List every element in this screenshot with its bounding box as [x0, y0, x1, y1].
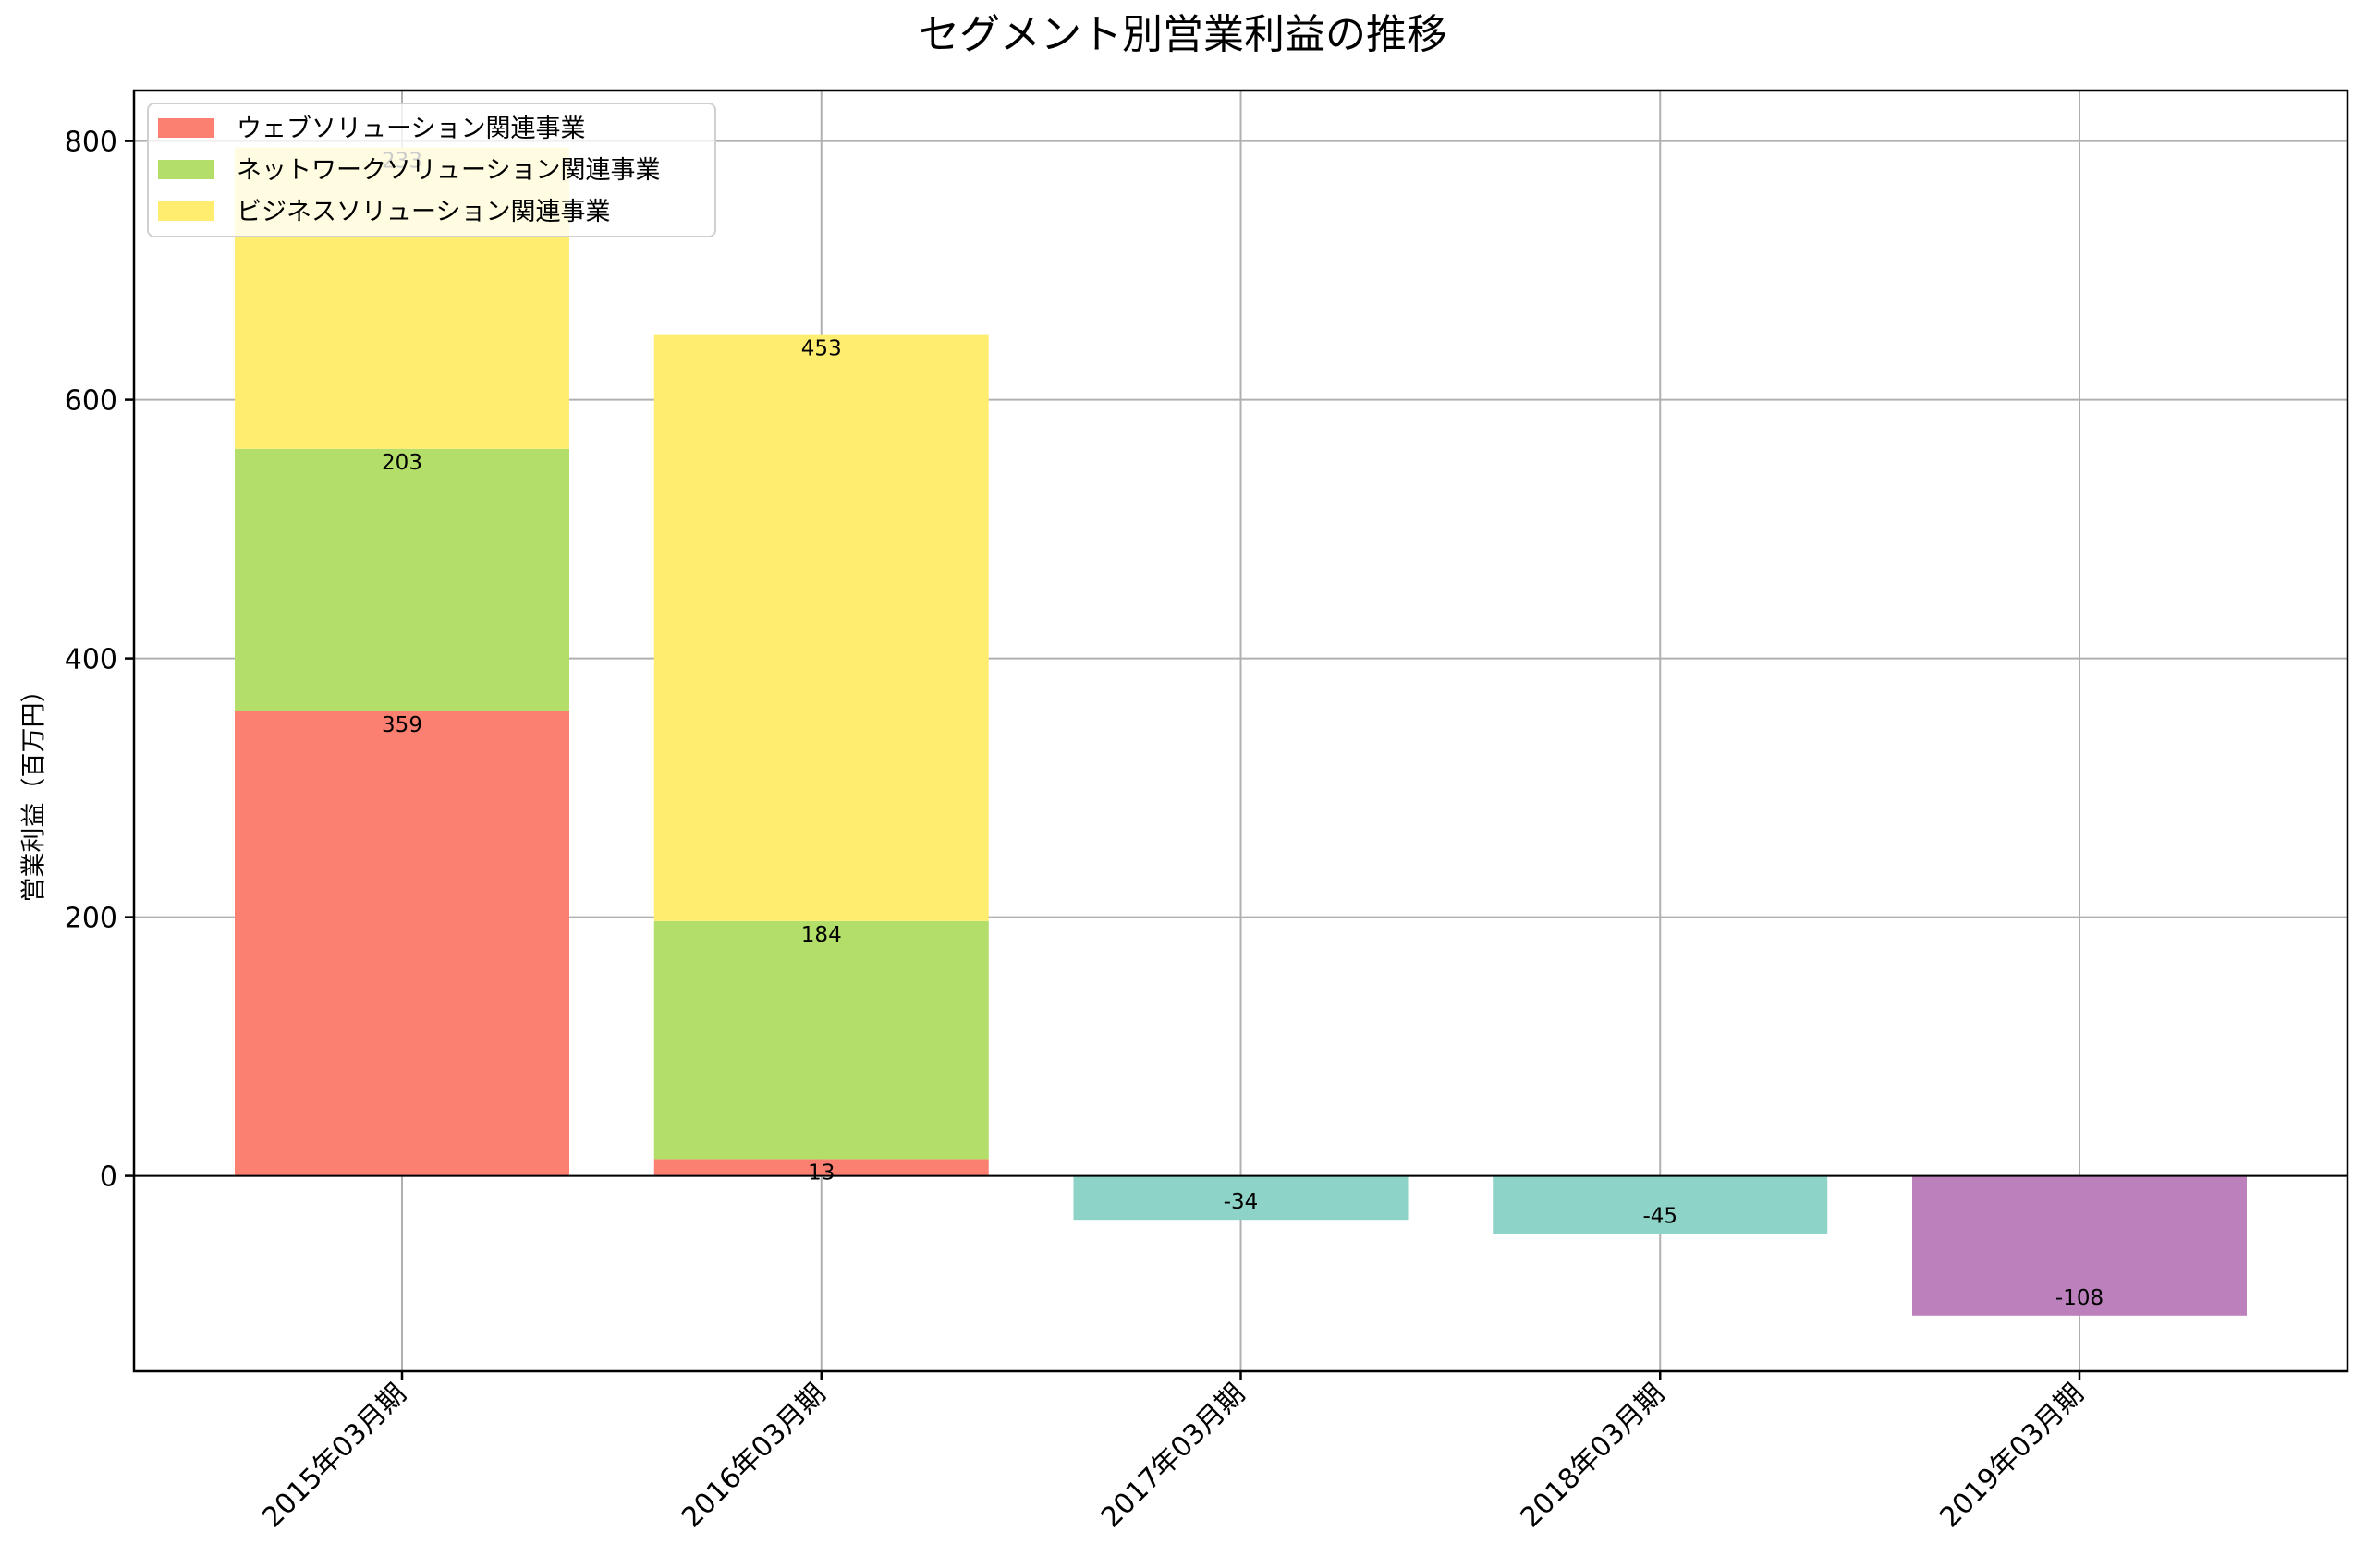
legend-swatch: [158, 201, 214, 221]
bar-value-label: 13: [808, 1161, 835, 1185]
legend-swatch: [158, 160, 214, 179]
bar-value-label: 453: [801, 337, 842, 361]
x-tick-label: 2019年03月期: [1933, 1378, 2090, 1534]
bar-segment: [653, 920, 989, 1160]
bar-segment: [1073, 1175, 1409, 1221]
y-tick-label: 600: [65, 385, 117, 418]
x-tick-label: 2015年03月期: [256, 1378, 412, 1534]
legend-label: ウェブソリューション関連事業: [237, 115, 585, 143]
bar-value-label: -34: [1224, 1190, 1259, 1214]
bar-segment: [653, 334, 989, 921]
legend-label: ネットワークソリューション関連事業: [237, 156, 660, 185]
y-axis-ticks: 0 200 400 600 800: [65, 127, 134, 1194]
legend: ウェブソリューション関連事業ネットワークソリューション関連事業ビジネスソリューシ…: [147, 103, 716, 237]
legend-label: ビジネスソリューション関連事業: [237, 198, 610, 226]
bar-value-label: 359: [382, 713, 422, 737]
bar-segment: [235, 448, 569, 711]
bar-segment: [1912, 1175, 2247, 1316]
bar-segment: [235, 711, 569, 1176]
bar-value-label: -45: [1642, 1205, 1677, 1229]
bar-value-label: 203: [382, 451, 422, 475]
y-tick-label: 0: [100, 1161, 117, 1194]
legend-swatch: [158, 118, 214, 138]
x-tick-label: 2016年03月期: [676, 1378, 832, 1534]
bar-labels: 35920323313184453-34-45-108: [382, 150, 2104, 1310]
y-tick-label: 800: [65, 127, 117, 159]
chart-title: セグメント別営業利益の推移: [919, 11, 1447, 58]
bar-segment: [653, 1159, 989, 1176]
y-tick-label: 400: [65, 644, 117, 676]
bar-value-label: 184: [801, 923, 842, 947]
x-axis-ticks: 2015年03月期 2016年03月期 2017年03月期 2018年03月期 2019…: [256, 1371, 2091, 1534]
x-tick-label: 2017年03月期: [1095, 1378, 1251, 1534]
x-tick-label: 2018年03月期: [1515, 1378, 1671, 1534]
bar-value-label: -108: [2055, 1286, 2104, 1310]
y-tick-label: 200: [65, 903, 117, 935]
bar-segment: [1493, 1175, 1828, 1234]
bars: [235, 147, 2247, 1316]
